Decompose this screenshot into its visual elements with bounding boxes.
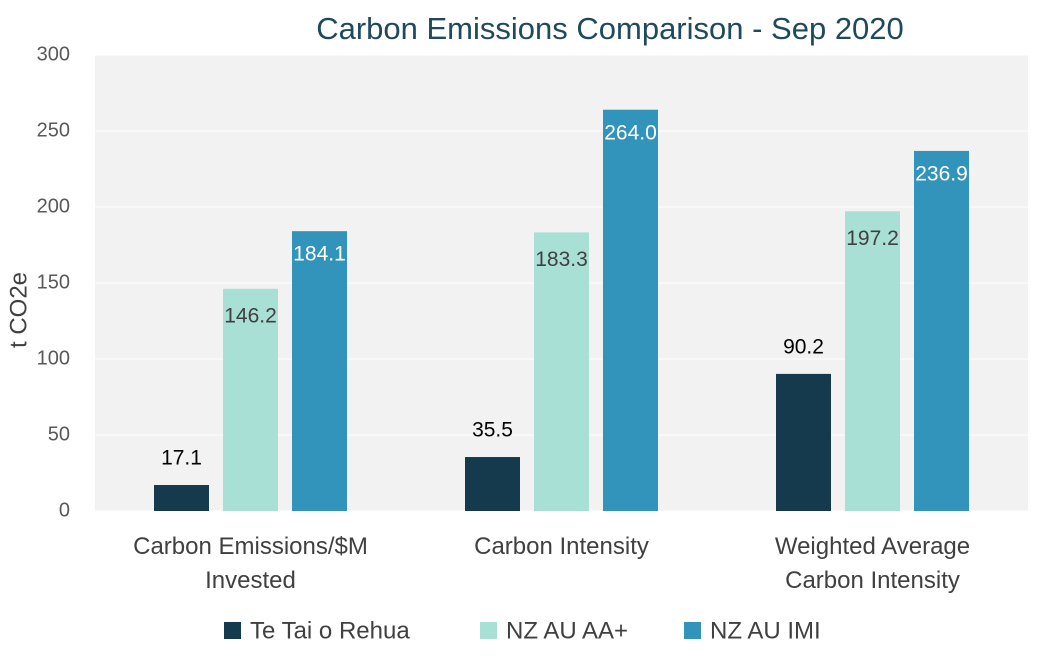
value-label: 146.2 bbox=[224, 304, 277, 327]
legend-item: Te Tai o Rehua bbox=[224, 617, 410, 644]
x-tick-label: Carbon Intensity bbox=[474, 533, 649, 560]
legend-swatch bbox=[224, 622, 241, 639]
bar bbox=[603, 109, 658, 511]
value-label: 90.2 bbox=[783, 335, 824, 358]
bar bbox=[292, 231, 347, 511]
legend-swatch bbox=[480, 622, 497, 639]
y-tick-label: 100 bbox=[37, 347, 70, 369]
legend-label: NZ AU IMI bbox=[710, 617, 821, 644]
y-tick-label: 150 bbox=[37, 271, 70, 293]
value-label: 184.1 bbox=[293, 243, 346, 266]
y-tick-label: 250 bbox=[37, 119, 70, 141]
y-axis-label: t CO2e bbox=[5, 272, 32, 348]
bar bbox=[465, 457, 520, 511]
value-label: 264.0 bbox=[604, 121, 657, 144]
x-tick-label: Weighted Average Carbon Intensity bbox=[775, 533, 970, 594]
value-label: 197.2 bbox=[846, 227, 899, 250]
legend-item: NZ AU AA+ bbox=[480, 617, 628, 644]
legend-swatch bbox=[684, 622, 701, 639]
value-label: 35.5 bbox=[472, 419, 513, 442]
y-tick-label: 50 bbox=[48, 423, 70, 445]
legend-item: NZ AU IMI bbox=[684, 617, 821, 644]
bar bbox=[776, 373, 831, 511]
legend-label: Te Tai o Rehua bbox=[250, 617, 410, 644]
bar bbox=[534, 232, 589, 511]
bar bbox=[914, 150, 969, 512]
bar bbox=[845, 211, 900, 512]
value-label: 183.3 bbox=[535, 248, 588, 271]
chart-title: Carbon Emissions Comparison - Sep 2020 bbox=[316, 11, 904, 46]
y-tick-label: 300 bbox=[37, 43, 70, 65]
bar bbox=[154, 485, 209, 511]
y-tick-label: 200 bbox=[37, 195, 70, 217]
value-label: 236.9 bbox=[915, 162, 968, 185]
x-tick-label: Carbon Emissions/$M Invested bbox=[133, 533, 368, 594]
bar bbox=[223, 288, 278, 511]
legend-label: NZ AU AA+ bbox=[506, 617, 628, 644]
value-label: 17.1 bbox=[161, 447, 202, 470]
y-tick-label: 0 bbox=[59, 499, 70, 521]
